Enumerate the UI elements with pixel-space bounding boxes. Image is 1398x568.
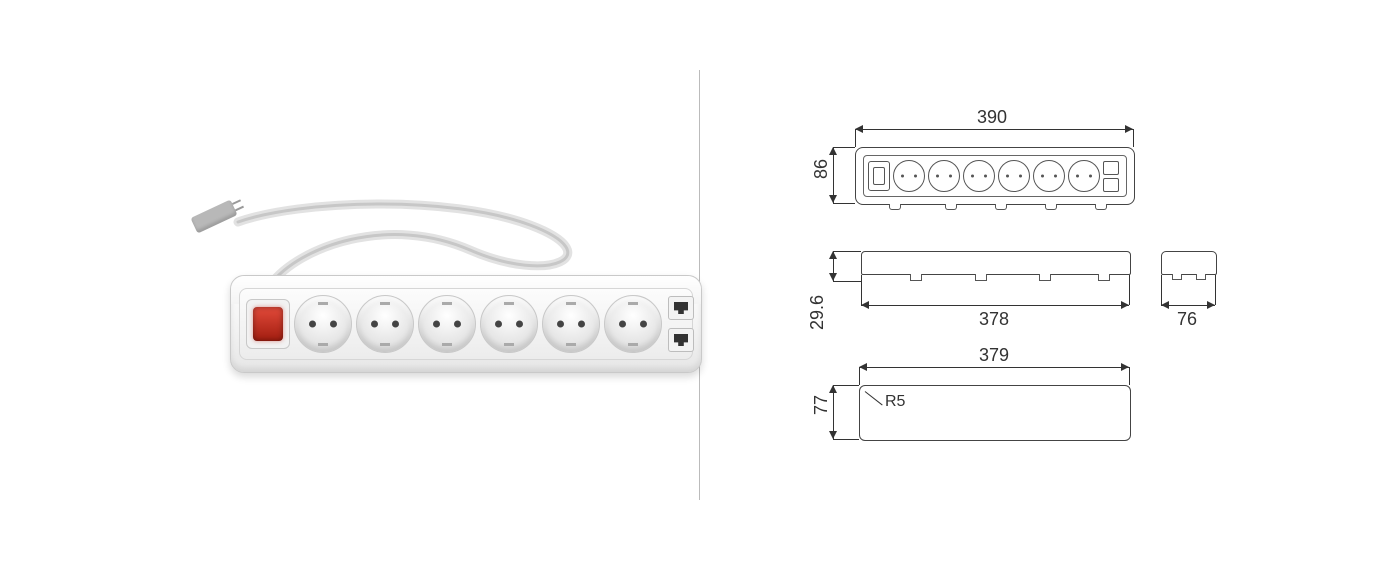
tv-socket [893,160,925,192]
dim-ext [833,203,855,204]
tv-socket [1068,160,1100,192]
dim-ext [855,129,856,147]
side-view [861,251,1131,275]
tv-foot [1095,204,1107,210]
sv-tab [1098,274,1110,281]
socket-4 [480,295,538,353]
tv-rj [1103,161,1119,175]
dim-arrow [1161,301,1169,309]
dim-width-bottom: 379 [979,345,1009,366]
rj-port-1 [668,296,694,320]
tv-socket [963,160,995,192]
tv-socket [998,160,1030,192]
sv-tab [910,274,922,281]
dim-arrow [1125,125,1133,133]
ev-tab [1172,274,1182,280]
dim-line [859,367,1129,368]
dim-height-bottom: 77 [811,395,832,415]
switch-rocker [253,307,283,341]
socket-3 [418,295,476,353]
dim-ext [1129,275,1130,305]
sv-tab [1039,274,1051,281]
dim-line [855,129,1133,130]
dim-height-top: 86 [811,159,832,179]
socket-2 [356,295,414,353]
tv-foot [1045,204,1057,210]
dim-arrow [1207,301,1215,309]
dim-arrow [829,273,837,281]
dim-line [861,305,1129,306]
tv-switch [868,161,890,191]
rj-port-group [668,296,694,352]
technical-drawing: 390 86 [765,95,1245,465]
tv-foot [945,204,957,210]
socket-1 [294,295,352,353]
end-view [1161,251,1217,275]
dim-arrow [829,147,837,155]
corner-radius: R5 [885,393,905,411]
dim-width-side: 378 [979,309,1009,330]
dim-ext [1133,129,1134,147]
tv-foot [889,204,901,210]
socket-5 [542,295,600,353]
dim-ext [861,275,862,305]
dim-arrow [1121,301,1129,309]
power-strip-rail [239,288,693,360]
product-photo [150,190,710,420]
dim-ext [833,439,859,440]
rj-port-2 [668,328,694,352]
tv-socket [1033,160,1065,192]
dim-ext [1129,367,1130,385]
socket-6 [604,295,662,353]
dim-width-end: 76 [1177,309,1197,330]
page-root: 390 86 [0,0,1398,568]
tv-socket [928,160,960,192]
dim-ext [859,367,860,385]
tv-foot [995,204,1007,210]
power-strip-body [230,275,702,373]
dim-ext [833,147,855,148]
power-switch [246,299,290,349]
dim-ext [833,251,861,252]
dim-ext [833,281,861,282]
dim-arrow [859,363,867,371]
dim-arrow [829,431,837,439]
ev-tab [1196,274,1206,280]
top-view-rail [863,155,1127,197]
sv-tab [975,274,987,281]
dim-arrow [861,301,869,309]
dim-arrow [855,125,863,133]
dim-ext [1161,275,1162,305]
dim-arrow [829,251,837,259]
dim-arrow [1121,363,1129,371]
tv-rj-group [1103,161,1119,192]
dim-height-side: 29.6 [807,295,828,330]
top-view [855,147,1135,205]
dim-width-top: 390 [977,107,1007,128]
dim-ext [833,385,859,386]
dim-ext [1215,275,1216,305]
dim-arrow [829,385,837,393]
tv-rj [1103,178,1119,192]
dim-arrow [829,195,837,203]
